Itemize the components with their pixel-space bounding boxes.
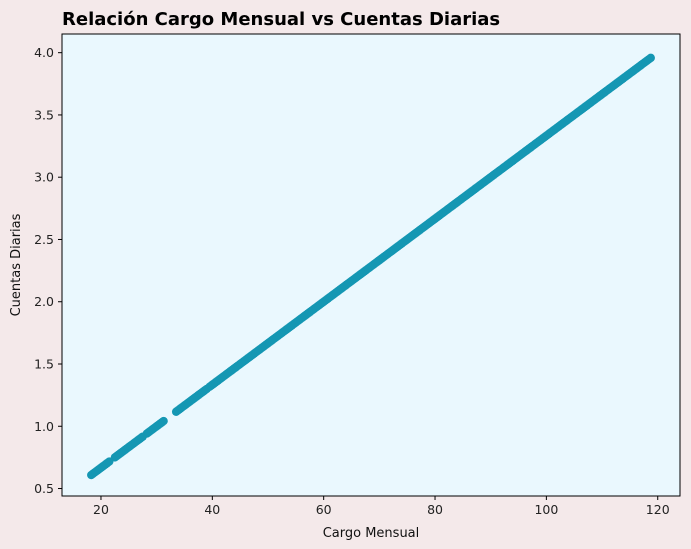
y-tick-label: 2.5 xyxy=(34,232,54,247)
x-tick-label: 20 xyxy=(93,502,109,517)
y-tick-label: 0.5 xyxy=(34,481,54,496)
x-tick-label: 40 xyxy=(204,502,220,517)
y-tick-label: 3.0 xyxy=(34,170,54,185)
x-tick-label: 100 xyxy=(534,502,558,517)
x-axis-label: Cargo Mensual xyxy=(323,526,420,541)
x-tick-label: 80 xyxy=(427,502,443,517)
data-point xyxy=(646,53,655,63)
y-tick-label: 1.0 xyxy=(34,419,54,434)
x-tick-label: 120 xyxy=(646,502,670,517)
plot-frame xyxy=(61,33,681,497)
y-tick-label: 1.5 xyxy=(34,357,54,372)
y-tick-label: 2.0 xyxy=(34,294,54,309)
x-axis-ticks: 20 40 60 80 100 120 xyxy=(93,496,670,517)
data-point xyxy=(159,416,168,426)
x-tick-label: 60 xyxy=(316,502,332,517)
y-axis-ticks: 0.5 1.0 1.5 2.0 2.5 3.0 3.5 4.0 xyxy=(34,45,62,496)
y-tick-label: 4.0 xyxy=(34,45,54,60)
data-points xyxy=(87,53,655,480)
y-axis-label: Cuentas Diarias xyxy=(9,213,24,316)
chart-title: Relación Cargo Mensual vs Cuentas Diaria… xyxy=(62,9,500,30)
y-tick-label: 3.5 xyxy=(34,107,54,122)
